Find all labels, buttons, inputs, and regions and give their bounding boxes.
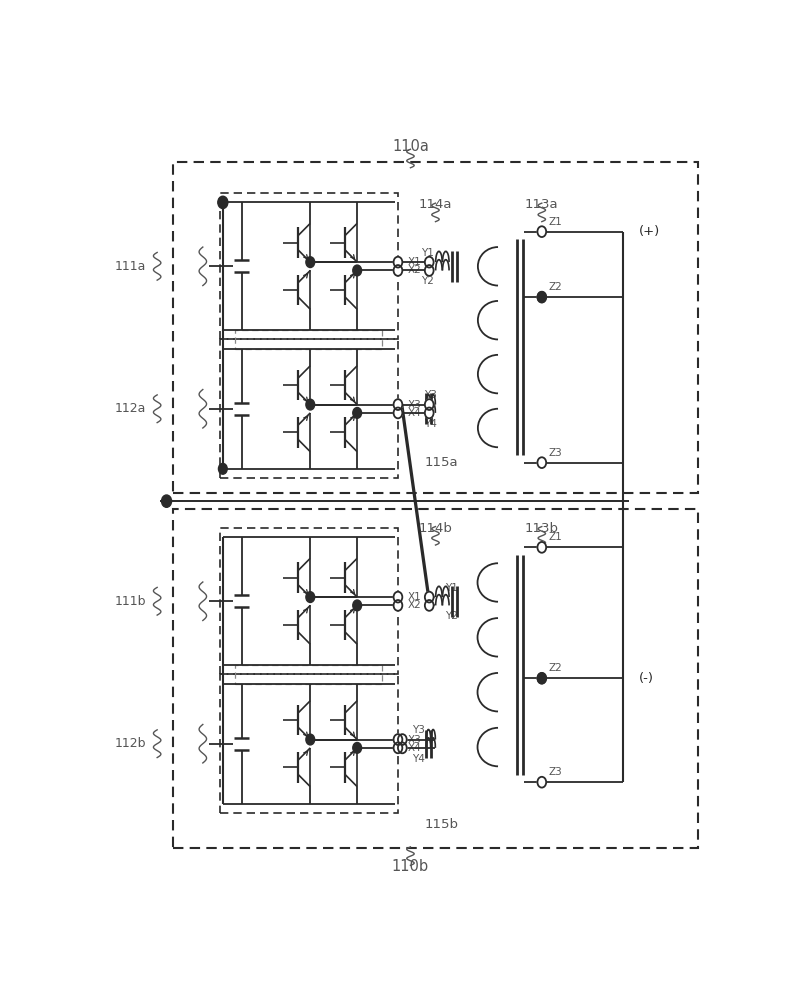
Circle shape <box>537 457 546 468</box>
Text: X3: X3 <box>408 735 421 745</box>
Text: X2: X2 <box>408 600 421 610</box>
Circle shape <box>424 592 433 602</box>
Bar <box>220 193 398 339</box>
Text: X2: X2 <box>408 265 421 275</box>
Text: 111b: 111b <box>115 595 146 608</box>
Text: X1: X1 <box>408 257 421 267</box>
Text: 112b: 112b <box>115 737 146 750</box>
Text: Y3: Y3 <box>424 390 437 400</box>
Circle shape <box>306 257 315 268</box>
Circle shape <box>424 257 433 268</box>
Text: Y1: Y1 <box>445 583 458 593</box>
Text: Z1: Z1 <box>548 217 562 227</box>
Circle shape <box>537 292 546 302</box>
Text: Y2: Y2 <box>445 611 458 621</box>
Circle shape <box>306 592 315 602</box>
Circle shape <box>394 600 403 611</box>
Text: 110a: 110a <box>392 139 429 154</box>
Circle shape <box>353 265 362 276</box>
Circle shape <box>398 742 407 753</box>
Circle shape <box>394 734 403 745</box>
Text: 115b: 115b <box>424 818 458 831</box>
Circle shape <box>394 742 403 753</box>
Bar <box>173 509 698 848</box>
Text: Z2: Z2 <box>548 663 562 673</box>
Text: X4: X4 <box>408 743 421 753</box>
Circle shape <box>353 408 362 418</box>
Text: 110b: 110b <box>392 859 429 874</box>
Circle shape <box>424 265 433 276</box>
Text: 113a: 113a <box>525 198 558 211</box>
Text: (+): (+) <box>639 225 660 238</box>
Bar <box>236 330 383 349</box>
Circle shape <box>306 399 315 410</box>
Bar <box>220 528 398 674</box>
Circle shape <box>537 542 546 553</box>
Text: 113b: 113b <box>525 522 558 535</box>
Circle shape <box>218 196 228 209</box>
Circle shape <box>424 399 433 410</box>
Bar <box>220 339 398 478</box>
Circle shape <box>394 265 403 276</box>
Text: Y3: Y3 <box>412 725 424 735</box>
Circle shape <box>424 408 433 418</box>
Circle shape <box>306 734 315 745</box>
Bar <box>236 665 383 684</box>
Text: Z2: Z2 <box>548 282 562 292</box>
Circle shape <box>394 257 403 268</box>
Text: 114b: 114b <box>419 522 453 535</box>
Text: Y4: Y4 <box>412 754 424 764</box>
Bar <box>173 162 698 493</box>
Circle shape <box>424 600 433 611</box>
Circle shape <box>537 292 546 302</box>
Text: Z1: Z1 <box>548 532 562 542</box>
Circle shape <box>394 408 403 418</box>
Circle shape <box>398 734 407 745</box>
Text: Z3: Z3 <box>548 448 562 458</box>
Circle shape <box>353 600 362 611</box>
Text: Z3: Z3 <box>548 767 562 777</box>
Text: 115a: 115a <box>424 456 458 469</box>
Text: 114a: 114a <box>419 198 452 211</box>
Text: Y2: Y2 <box>421 276 434 286</box>
Circle shape <box>537 673 546 684</box>
Text: (-): (-) <box>639 672 654 685</box>
Bar <box>220 674 398 813</box>
Text: 112a: 112a <box>115 402 146 415</box>
Text: Y1: Y1 <box>421 248 434 258</box>
Circle shape <box>353 742 362 753</box>
Circle shape <box>219 197 228 208</box>
Circle shape <box>219 463 228 474</box>
Text: X3: X3 <box>408 400 421 410</box>
Text: Y4: Y4 <box>424 419 437 429</box>
Circle shape <box>537 777 546 788</box>
Circle shape <box>394 399 403 410</box>
Circle shape <box>537 226 546 237</box>
Text: X1: X1 <box>408 592 421 602</box>
Text: 111a: 111a <box>115 260 146 273</box>
Circle shape <box>394 592 403 602</box>
Circle shape <box>161 495 172 507</box>
Circle shape <box>537 673 546 684</box>
Text: X4: X4 <box>408 408 421 418</box>
